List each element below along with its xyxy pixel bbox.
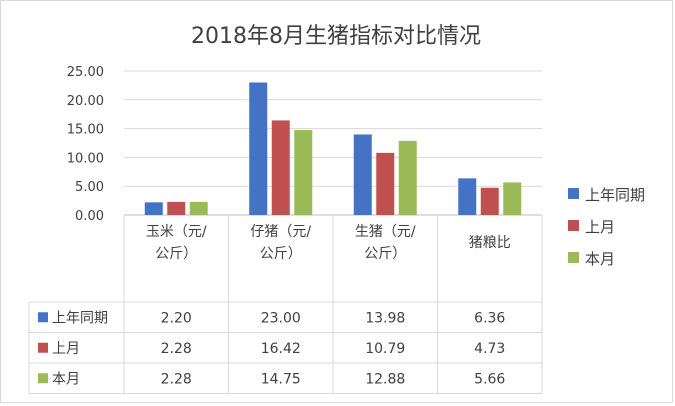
y-tick-label: 5.00 xyxy=(75,180,104,195)
bar xyxy=(398,140,417,215)
bar xyxy=(294,130,313,215)
bar xyxy=(376,152,395,215)
category-label: 玉米（元/ xyxy=(146,224,207,240)
table-series-key xyxy=(38,373,48,384)
category-label: 猪粮比 xyxy=(469,235,511,251)
table-series-key xyxy=(38,342,48,353)
bar xyxy=(480,187,499,215)
table-series-key xyxy=(38,312,48,323)
y-tick-label: 25.00 xyxy=(67,65,104,80)
table-series-name: 上年同期 xyxy=(52,310,108,326)
bars-group xyxy=(144,82,522,216)
legend-label: 上年同期 xyxy=(585,186,645,204)
bar xyxy=(353,134,372,215)
legend-label: 上月 xyxy=(585,218,615,236)
category-label: 公斤） xyxy=(260,246,302,262)
gridlines xyxy=(124,70,542,216)
bar xyxy=(189,201,208,215)
data-label: 12.88 xyxy=(365,371,405,387)
bar xyxy=(144,202,163,215)
data-label: 13.98 xyxy=(365,310,405,326)
data-label: 23.00 xyxy=(261,310,301,326)
bar xyxy=(271,120,290,215)
data-label: 2.28 xyxy=(161,371,192,387)
table-series-name: 上月 xyxy=(52,341,80,357)
category-label: 公斤） xyxy=(364,246,406,262)
legend-key xyxy=(568,252,579,263)
data-label: 4.73 xyxy=(474,341,505,357)
bar xyxy=(458,178,477,215)
data-label: 2.20 xyxy=(161,310,192,326)
y-tick-label: 10.00 xyxy=(67,151,104,166)
data-label: 5.66 xyxy=(474,371,505,387)
table-series-name: 本月 xyxy=(52,371,80,387)
data-label: 2.28 xyxy=(161,341,192,357)
chart-title: 2018年8月生猪指标对比情况 xyxy=(191,24,481,49)
legend-label: 本月 xyxy=(585,250,615,268)
legend-key xyxy=(568,220,579,231)
y-tick-label: 0.00 xyxy=(75,209,104,224)
data-label: 14.75 xyxy=(261,371,301,387)
category-label: 公斤） xyxy=(155,246,197,262)
legend-key xyxy=(568,188,579,199)
category-label: 仔猪（元/ xyxy=(250,224,311,240)
y-tick-label: 15.00 xyxy=(67,123,104,138)
bar xyxy=(503,182,522,215)
category-label: 生猪（元/ xyxy=(355,224,416,240)
y-tick-label: 20.00 xyxy=(67,94,104,109)
y-axis-ticks: 0.00 5.00 10.00 15.00 20.00 25.00 xyxy=(67,65,104,224)
data-label: 10.79 xyxy=(365,341,405,357)
data-label: 6.36 xyxy=(474,310,505,326)
bar xyxy=(167,201,186,215)
bar xyxy=(249,82,268,216)
data-label: 16.42 xyxy=(261,341,301,357)
